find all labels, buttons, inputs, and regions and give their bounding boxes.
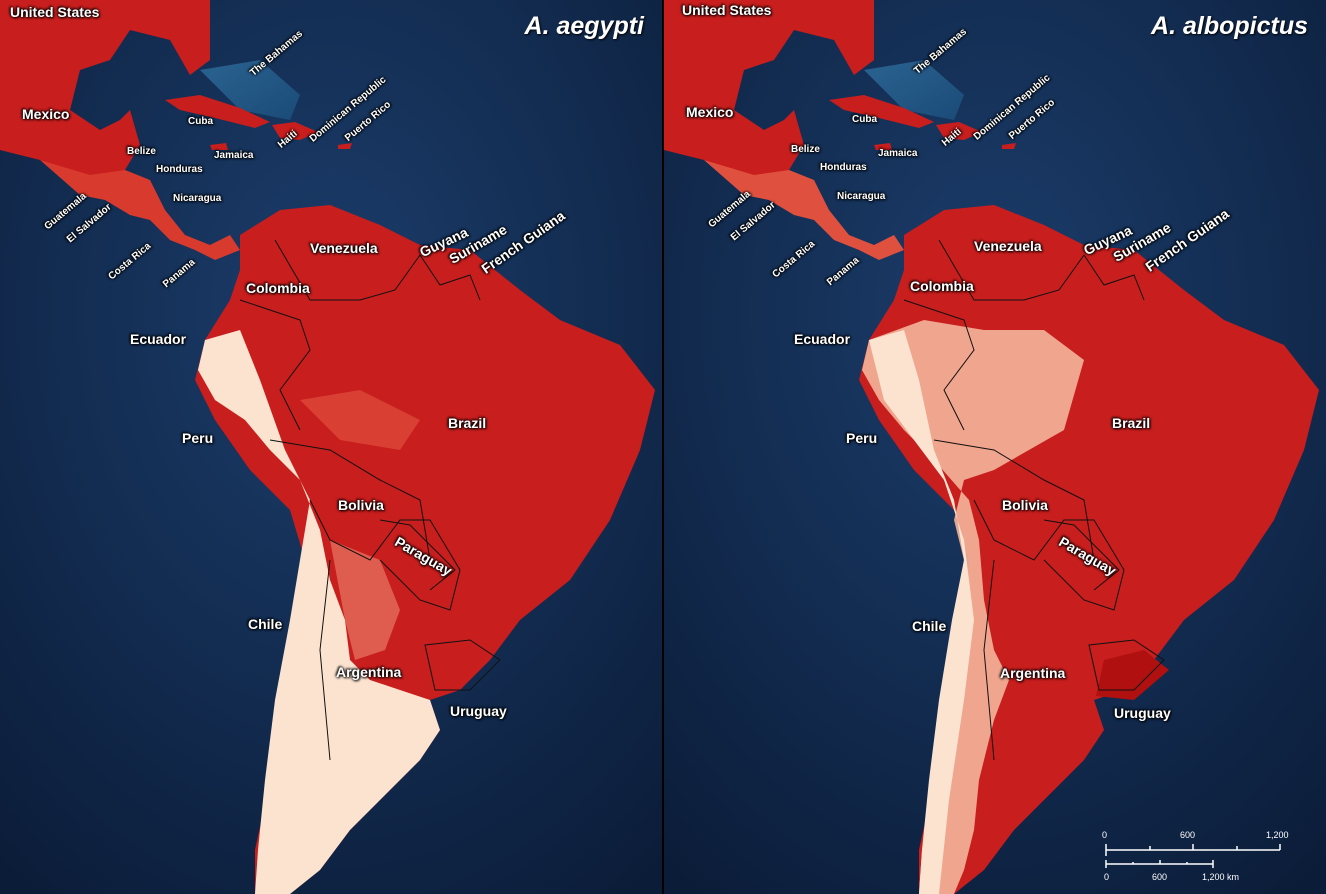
jamaica-land (210, 143, 228, 150)
cuba-land (165, 95, 270, 128)
bahamas-shelf (200, 60, 300, 120)
label-brazil: Brazil (1112, 415, 1151, 431)
puerto-rico-land (1002, 143, 1016, 149)
label-belize: Belize (791, 144, 820, 155)
scale-top-tick-0: 0 (1102, 830, 1108, 840)
label-cuba: Cuba (188, 116, 213, 127)
country-borders (903, 239, 1165, 761)
label-jamaica: Jamaica (878, 148, 918, 159)
label-cuba: Cuba (852, 114, 877, 125)
country-borders (239, 239, 501, 761)
label-bolivia: Bolivia (338, 497, 384, 513)
label-mexico: Mexico (22, 106, 70, 122)
north-america-land (664, 0, 874, 185)
uruguay-high (1096, 650, 1169, 700)
scale-bottom-tick-0: 0 (1104, 872, 1110, 882)
amazon-moderate (300, 390, 420, 450)
scale-bottom-tick-2: 1,200 km (1202, 872, 1240, 882)
scale-bar-lines (1105, 844, 1281, 868)
label-uruguay: Uruguay (1114, 705, 1171, 721)
map-panel-aegypti: A. aegypti United States Mexico The Baha… (0, 0, 662, 894)
label-colombia: Colombia (246, 280, 310, 296)
label-chile: Chile (248, 616, 283, 632)
low-suitability-andes-patagonia (198, 330, 440, 894)
label-uruguay: Uruguay (450, 703, 507, 719)
label-venezuela: Venezuela (974, 238, 1042, 254)
scale-top-tick-1: 600 (1180, 830, 1196, 840)
map-albopictus (664, 0, 1326, 894)
panel-title-aegypti: A. aegypti (524, 12, 644, 40)
chaco-moderate (330, 540, 400, 660)
label-honduras: Honduras (156, 164, 203, 175)
panel-divider (662, 0, 664, 894)
low-suitability-andes (869, 330, 974, 894)
label-honduras: Honduras (820, 162, 867, 173)
label-mexico: Mexico (686, 104, 734, 120)
label-argentina: Argentina (1000, 665, 1066, 681)
label-peru: Peru (846, 430, 878, 446)
map-aegypti (0, 0, 662, 894)
label-jamaica: Jamaica (214, 150, 254, 161)
label-nicaragua: Nicaragua (173, 193, 222, 204)
label-brazil: Brazil (448, 415, 487, 431)
bahamas-shelf (864, 60, 964, 120)
label-ecuador: Ecuador (130, 331, 187, 347)
low-suitability-west (862, 320, 1084, 894)
label-argentina: Argentina (336, 664, 402, 680)
label-peru: Peru (182, 430, 214, 446)
central-america-land (704, 160, 904, 260)
label-chile: Chile (912, 618, 947, 634)
label-united-states: United States (10, 4, 100, 20)
label-ecuador: Ecuador (794, 331, 851, 347)
label-united-states: United States (682, 2, 772, 18)
hispaniola-land (272, 122, 318, 140)
label-nicaragua: Nicaragua (837, 191, 886, 202)
scale-bottom-tick-1: 600 (1152, 872, 1168, 882)
jamaica-land (874, 143, 892, 150)
label-colombia: Colombia (910, 278, 974, 294)
scale-bar: 0 600 1,200 0 600 1,200 km (1100, 828, 1290, 888)
label-venezuela: Venezuela (310, 240, 378, 256)
north-america-land (0, 0, 210, 185)
panel-title-albopictus: A. albopictus (1151, 12, 1308, 40)
scale-top-tick-2: 1,200 (1266, 830, 1289, 840)
puerto-rico-land (338, 143, 352, 149)
map-panel-albopictus: A. albopictus United States Mexico The B… (664, 0, 1326, 894)
label-belize: Belize (127, 146, 156, 157)
central-america-land (40, 160, 240, 260)
cuba-land (829, 95, 934, 128)
hispaniola-land (936, 122, 982, 140)
label-bolivia: Bolivia (1002, 497, 1048, 513)
